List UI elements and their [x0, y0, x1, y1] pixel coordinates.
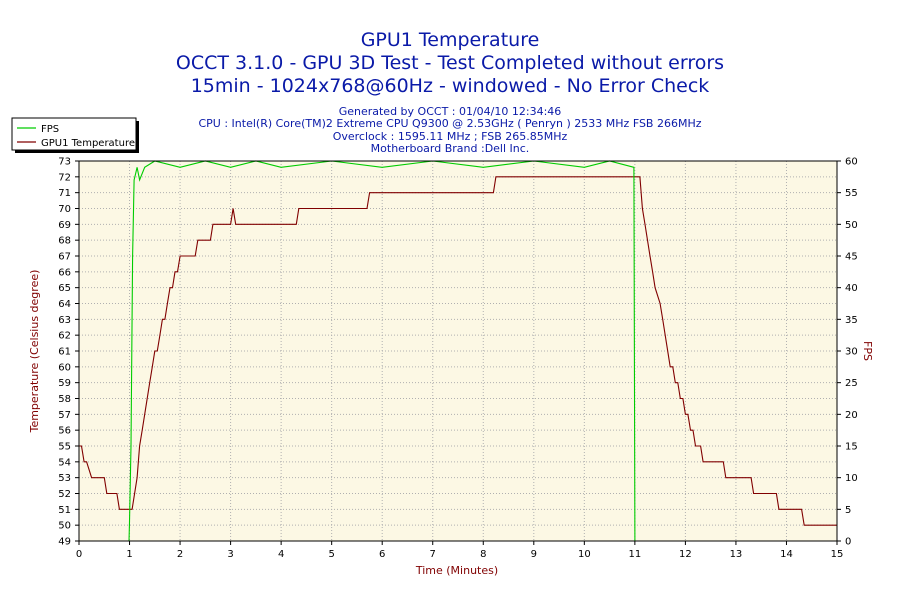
- x-tick-label: 10: [578, 549, 591, 560]
- legend-fps-label: FPS: [41, 124, 59, 135]
- y-tick-label: 69: [58, 220, 71, 231]
- y-tick-label: 68: [58, 236, 71, 247]
- y2-tick-label: 25: [845, 378, 858, 389]
- y-tick-label: 73: [58, 157, 71, 168]
- x-tick-label: 5: [328, 549, 334, 560]
- series-layer: [79, 160, 837, 542]
- y2-axis-title: FPS: [861, 341, 874, 361]
- x-tick-label: 8: [480, 549, 486, 560]
- y-tick-label: 62: [58, 331, 71, 342]
- x-tick-label: 2: [177, 549, 183, 560]
- y-tick-label: 59: [58, 378, 71, 389]
- info-generated: Generated by OCCT : 01/04/10 12:34:46: [339, 105, 562, 118]
- legend: FPS GPU1 Temperature: [11, 117, 139, 153]
- y-tick-label: 64: [58, 299, 71, 310]
- y-tick-label: 63: [58, 315, 71, 326]
- x-tick-label: 12: [679, 549, 692, 560]
- y-tick-label: 70: [58, 204, 71, 215]
- x-tick-label: 1: [126, 549, 132, 560]
- y2-tick-label: 60: [845, 157, 858, 168]
- y2-tick-label: 35: [845, 315, 858, 326]
- fps-series-line: [79, 160, 837, 542]
- y-axis-ticks: 49 50 51 52 53 54 55 56 57 58 59 60 61 62 63 64 65 66 67 68…: [58, 157, 79, 548]
- info-cpu: CPU : Intel(R) Core(TM)2 Extreme CPU Q93…: [198, 117, 701, 130]
- y-tick-label: 71: [58, 188, 71, 199]
- y2-tick-label: 55: [845, 188, 858, 199]
- y-tick-label: 50: [58, 521, 71, 532]
- x-axis-title: Time (Minutes): [415, 564, 498, 577]
- y-tick-label: 54: [58, 457, 71, 468]
- y-tick-label: 56: [58, 426, 71, 437]
- y2-tick-label: 15: [845, 442, 858, 453]
- y-tick-label: 60: [58, 362, 71, 373]
- y2-tick-label: 20: [845, 410, 858, 421]
- x-tick-label: 7: [430, 549, 436, 560]
- x-tick-label: 11: [628, 549, 641, 560]
- chart-title: GPU1 Temperature: [361, 29, 540, 51]
- x-tick-label: 6: [379, 549, 385, 560]
- x-axis-ticks: 0 1 2 3 4 5 6 7 8 9 10 11 12 13 14 15: [76, 541, 844, 560]
- x-tick-label: 3: [227, 549, 233, 560]
- y-tick-label: 53: [58, 473, 71, 484]
- y-tick-label: 51: [58, 505, 71, 516]
- temperature-series-line: [79, 176, 837, 526]
- chart-subtitle-settings: 15min - 1024x768@60Hz - windowed - No Er…: [191, 75, 710, 97]
- y-tick-label: 65: [58, 283, 71, 294]
- y-tick-label: 61: [58, 347, 71, 358]
- y-tick-label: 57: [58, 410, 71, 421]
- y2-tick-label: 45: [845, 252, 858, 263]
- y-tick-label: 58: [58, 394, 71, 405]
- x-tick-label: 9: [531, 549, 537, 560]
- y2-tick-label: 0: [845, 537, 851, 548]
- y2-tick-label: 10: [845, 473, 858, 484]
- info-overclock: Overclock : 1595.11 MHz ; FSB 265.85MHz: [333, 130, 568, 143]
- x-tick-label: 4: [278, 549, 284, 560]
- y-tick-label: 49: [58, 537, 71, 548]
- x-tick-label: 15: [831, 549, 844, 560]
- x-tick-label: 13: [730, 549, 743, 560]
- y2-tick-label: 5: [845, 505, 851, 516]
- y2-tick-label: 50: [845, 220, 858, 231]
- y2-tick-label: 40: [845, 283, 858, 294]
- y-axis-title: Temperature (Celsius degree): [28, 270, 41, 434]
- chart-subtitle-test: OCCT 3.1.0 - GPU 3D Test - Test Complete…: [176, 52, 724, 74]
- y-tick-label: 72: [58, 172, 71, 183]
- y-tick-label: 52: [58, 489, 71, 500]
- y2-axis-ticks: 0 5 10 15 20 25 30 35 40 45 50 55 60: [837, 157, 858, 548]
- y2-tick-label: 30: [845, 347, 858, 358]
- x-tick-label: 0: [76, 549, 82, 560]
- y-tick-label: 55: [58, 442, 71, 453]
- info-motherboard: Motherboard Brand :Dell Inc.: [371, 142, 530, 155]
- x-tick-label: 14: [780, 549, 793, 560]
- y-tick-label: 67: [58, 252, 71, 263]
- grid: [79, 161, 837, 541]
- legend-temperature-label: GPU1 Temperature: [41, 138, 135, 149]
- y-tick-label: 66: [58, 267, 71, 278]
